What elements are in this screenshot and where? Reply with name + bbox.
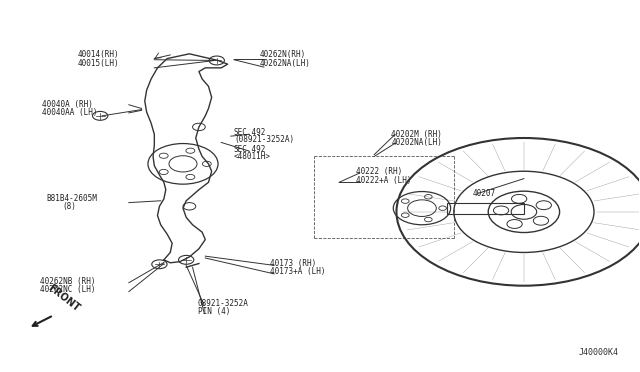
- Text: 40262NA(LH): 40262NA(LH): [260, 59, 311, 68]
- Text: 40222 (RH): 40222 (RH): [356, 167, 402, 176]
- Text: 40207: 40207: [473, 189, 496, 198]
- Text: (08921-3252A): (08921-3252A): [234, 135, 294, 144]
- Text: 40015(LH): 40015(LH): [78, 59, 120, 68]
- Text: 40262N(RH): 40262N(RH): [260, 51, 307, 60]
- Text: 40040AA (LH): 40040AA (LH): [42, 108, 97, 118]
- Text: 40262NC (LH): 40262NC (LH): [40, 285, 95, 294]
- Text: PIN (4): PIN (4): [198, 307, 230, 316]
- Text: <48011H>: <48011H>: [234, 152, 271, 161]
- Text: 40222+A (LH): 40222+A (LH): [356, 176, 411, 185]
- Text: 40262NB (RH): 40262NB (RH): [40, 277, 95, 286]
- Text: 40202M (RH): 40202M (RH): [392, 130, 442, 139]
- Text: SEC.492: SEC.492: [234, 145, 266, 154]
- Text: 40173 (RH): 40173 (RH): [270, 259, 317, 268]
- Text: J40000K4: J40000K4: [578, 347, 618, 357]
- Text: 40014(RH): 40014(RH): [78, 51, 120, 60]
- Text: 40173+A (LH): 40173+A (LH): [270, 267, 326, 276]
- Text: FRONT: FRONT: [46, 283, 81, 313]
- Text: SEC.492: SEC.492: [234, 128, 266, 137]
- Bar: [447, 203, 524, 214]
- Text: (8): (8): [62, 202, 76, 211]
- Text: 40202NA(LH): 40202NA(LH): [392, 138, 442, 147]
- Text: 40040A (RH): 40040A (RH): [42, 100, 92, 109]
- Text: 08921-3252A: 08921-3252A: [198, 299, 248, 308]
- Text: B81B4-2605M: B81B4-2605M: [46, 195, 97, 203]
